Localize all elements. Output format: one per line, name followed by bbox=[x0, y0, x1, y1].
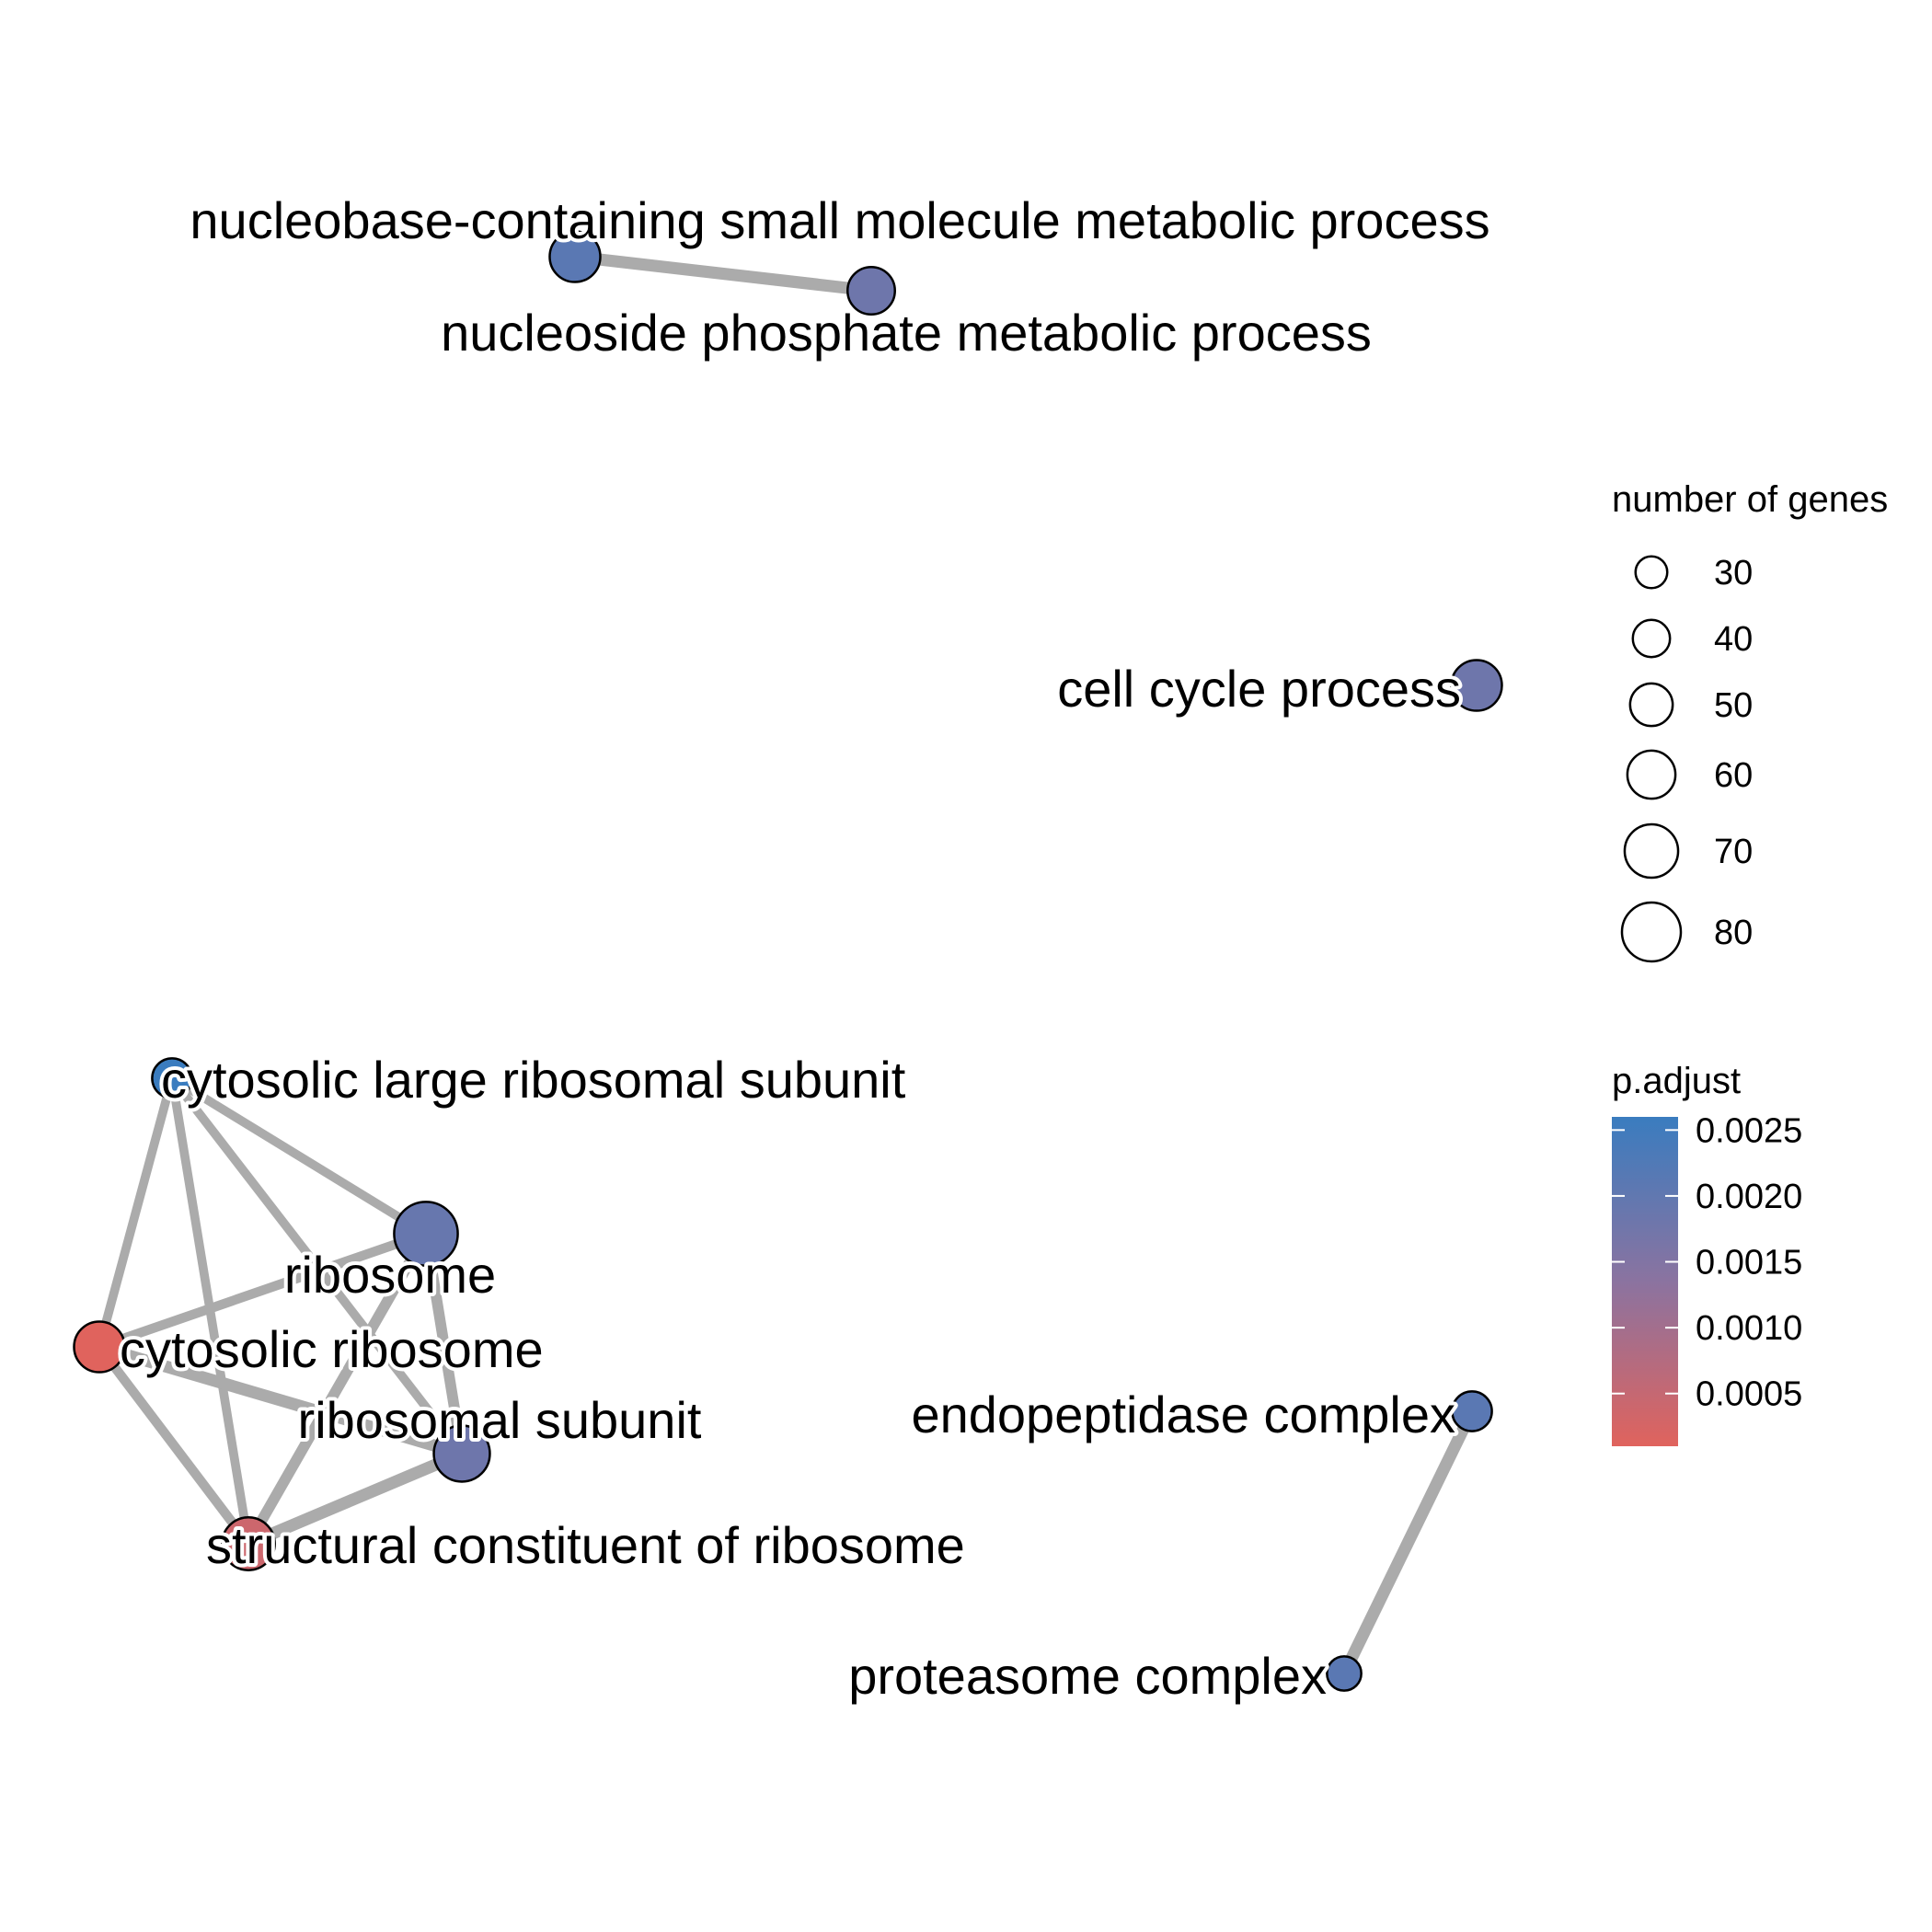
edge-nucleobase-nucleoside bbox=[574, 250, 872, 297]
color-legend-bar bbox=[1612, 1117, 1678, 1446]
node-ribosome bbox=[393, 1201, 459, 1267]
size-legend-title: number of genes bbox=[1612, 479, 1888, 520]
node-nucleoside bbox=[846, 266, 896, 316]
size-legend-circle-50 bbox=[1628, 682, 1674, 728]
node-label-nucleobase: nucleobase-containing small molecule met… bbox=[190, 191, 1489, 249]
size-legend-label-50: 50 bbox=[1714, 686, 1753, 725]
node-label-cellcycle: cell cycle process bbox=[1057, 660, 1461, 718]
node-label-cytolarge: cytosolic large ribosomal subunit bbox=[161, 1051, 906, 1109]
size-legend-circle-70 bbox=[1623, 822, 1680, 880]
node-label-proteasome: proteasome complex bbox=[848, 1647, 1327, 1705]
size-legend-label-80: 80 bbox=[1714, 914, 1753, 952]
nodes-layer bbox=[73, 230, 1503, 1692]
node-cytolarge bbox=[151, 1057, 193, 1099]
node-label-ribsub: ribosomal subunit bbox=[298, 1391, 702, 1449]
edge-cytolarge-ribsub bbox=[168, 1075, 466, 1456]
size-legend-label-30: 30 bbox=[1714, 554, 1753, 592]
node-endopep bbox=[1451, 1390, 1493, 1432]
edge-ribsub-struct bbox=[246, 1447, 465, 1550]
node-label-struct: structural constituent of ribosome bbox=[206, 1516, 965, 1574]
color-legend-title: p.adjust bbox=[1612, 1061, 1741, 1101]
size-legend-label-70: 70 bbox=[1714, 833, 1753, 871]
node-nucleobase bbox=[548, 230, 602, 283]
color-legend-label-0.0005: 0.0005 bbox=[1696, 1375, 1802, 1414]
node-ribsub bbox=[432, 1424, 491, 1483]
color-legend-label-0.0015: 0.0015 bbox=[1696, 1244, 1802, 1282]
edges-layer bbox=[95, 250, 1478, 1676]
size-legend-circle-80 bbox=[1620, 901, 1683, 963]
node-label-endopep: endopeptidase complex bbox=[911, 1386, 1455, 1443]
size-legend-circle-40 bbox=[1631, 618, 1672, 659]
color-legend-ticks: 0.0025 0.0020 0.0015 0.0010 0.0005 bbox=[1612, 1111, 1802, 1414]
color-legend-label-0.0025: 0.0025 bbox=[1696, 1111, 1802, 1150]
edge-ribosome-cytoribo bbox=[98, 1229, 428, 1351]
size-legend-label-60: 60 bbox=[1714, 756, 1753, 795]
size-legend-items: 30 40 50 60 70 80 bbox=[1620, 554, 1753, 963]
node-cellcycle bbox=[1450, 659, 1503, 712]
edge-cytoribo-struct bbox=[95, 1343, 253, 1547]
edge-cytolarge-ribosome bbox=[169, 1074, 429, 1238]
node-cytoribo bbox=[73, 1320, 126, 1374]
labels-layer: nucleobase-containing small molecule met… bbox=[116, 188, 1494, 1708]
edge-cytolarge-cytoribo bbox=[95, 1076, 177, 1349]
edge-ribosome-struct bbox=[243, 1231, 431, 1547]
size-legend: number of genes 30 40 50 60 70 80 bbox=[1612, 479, 1888, 963]
node-proteasome bbox=[1326, 1655, 1363, 1692]
node-label-cytoribo: cytosolic ribosome bbox=[120, 1320, 544, 1378]
color-legend: p.adjust 0.0025 0.0020 0.0015 0.0010 0.0005 bbox=[1612, 1061, 1802, 1446]
size-legend-label-40: 40 bbox=[1714, 620, 1753, 659]
size-legend-circle-30 bbox=[1634, 555, 1669, 590]
color-legend-label-0.0010: 0.0010 bbox=[1696, 1309, 1802, 1348]
size-legend-circle-60 bbox=[1626, 749, 1677, 800]
node-struct bbox=[221, 1516, 276, 1571]
edge-endopep-proteasome bbox=[1339, 1409, 1478, 1676]
node-label-ribosome: ribosome bbox=[284, 1246, 496, 1304]
edge-cytoribo-ribsub bbox=[98, 1340, 464, 1460]
color-legend-label-0.0020: 0.0020 bbox=[1696, 1178, 1802, 1216]
edge-ribosome-ribsub bbox=[420, 1233, 467, 1455]
node-label-nucleoside: nucleoside phosphate metabolic process bbox=[441, 304, 1372, 362]
